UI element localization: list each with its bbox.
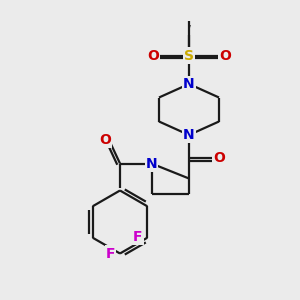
Text: N: N [183, 77, 195, 91]
Text: O: O [99, 133, 111, 146]
Text: O: O [213, 151, 225, 164]
Text: /: / [188, 24, 190, 33]
Text: N: N [183, 128, 195, 142]
Text: O: O [219, 49, 231, 62]
Text: S: S [184, 49, 194, 62]
Text: F: F [133, 230, 142, 244]
Text: N: N [146, 157, 157, 170]
Text: F: F [106, 247, 115, 260]
Text: O: O [147, 49, 159, 62]
